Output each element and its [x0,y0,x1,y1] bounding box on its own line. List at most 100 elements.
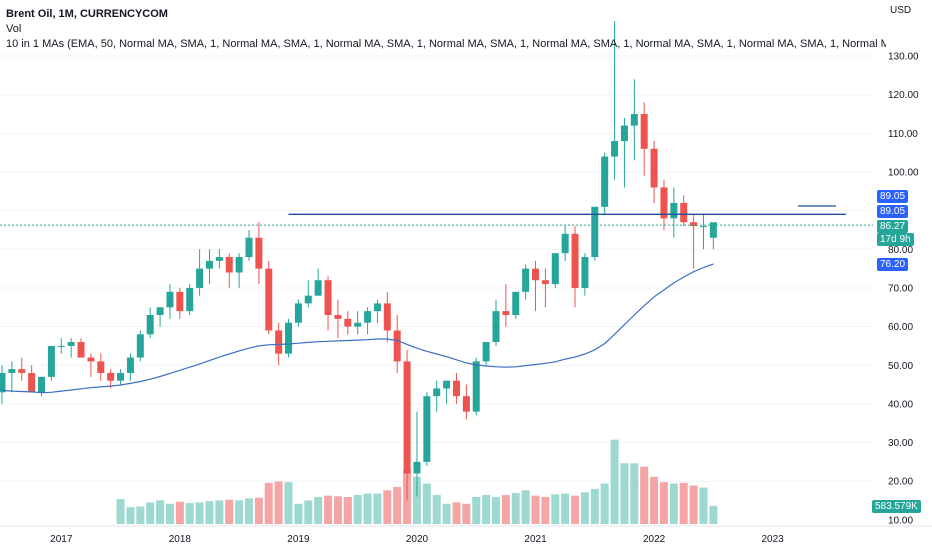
time-axis: 2017 2018 2019 2020 2021 2022 2023 [0,525,932,545]
price-tick-label: 50.00 [888,361,913,372]
volume-bar [452,502,461,524]
volume-bar [284,482,293,524]
candle-body [462,396,470,412]
volume-bar [264,482,273,524]
candle-body [97,361,105,373]
candle-body [186,287,194,312]
candle-body [403,361,411,474]
countdown-tag: 17d 9h [877,233,914,246]
volume-bar [709,505,718,524]
candle-body [551,253,559,285]
volume-bar [600,483,609,524]
candle-body [314,280,322,296]
candle-bodies [0,114,717,474]
candle-body [166,291,174,308]
candle-body [522,268,530,292]
volume-bar [165,503,174,524]
volume-bar [620,463,629,524]
candle-body [294,303,302,323]
candle-body [581,257,589,288]
candle-body [571,233,579,288]
candle-body [364,311,372,323]
time-tick-label: 2020 [406,534,429,545]
volume-bar [363,493,372,524]
upper-level-tag: 89.05 [877,190,909,203]
volume-bar [640,466,649,524]
candle-body [492,311,500,343]
candle-body [690,222,698,227]
candle-body [285,322,293,354]
volume-bar [383,490,392,524]
time-tick-label: 2018 [169,534,192,545]
candle-body [146,315,154,335]
price-tick-label: 130.00 [888,52,919,63]
price-tick-label: 60.00 [888,322,913,333]
candle-body [383,303,391,331]
volume-bar [333,496,342,524]
candle-body [0,372,6,393]
price-tick-label: 40.00 [888,399,913,410]
candle-body [433,388,441,397]
volume-bar [245,498,253,524]
volume-bar [353,494,362,524]
candle-body [205,260,213,269]
candle-body [512,291,520,316]
volume-bar [294,503,303,524]
price-tick-label: 70.00 [888,283,913,294]
candle-body [87,357,95,362]
price-tick-label: 120.00 [888,90,919,101]
candle-body [215,257,223,261]
volume-bar [215,500,224,524]
candle-body [413,461,421,474]
price-tick-label: 100.00 [888,168,919,179]
volume-bar [531,495,540,524]
volume-bar [590,488,599,524]
upper-level-tag-2: 89.05 [877,205,909,218]
candle-body [126,357,134,373]
price-axis: 130.00 120.00 110.00 100.00 80.00 70.00 60.00 5… [888,52,919,527]
currency-label: USD [890,5,912,16]
candle-body [452,380,460,397]
candle-body [324,280,332,316]
volume-bar [314,497,323,524]
candle-body [18,369,26,373]
candle-body [245,237,253,258]
candle-body [117,372,125,381]
time-tick-label: 2019 [287,534,310,545]
candle-body [265,268,273,331]
volume-bar [205,501,214,524]
volume-bar [462,503,471,524]
volume-bar [511,492,520,524]
candle-body [28,372,36,393]
candle-body [482,342,490,362]
volume-bar [442,503,451,524]
volume-bar [699,487,708,524]
candle-body [38,376,46,393]
candle-wicks [1,21,714,501]
candle-body [680,202,688,223]
volume-bar [324,495,333,524]
volume-bar [630,463,639,524]
volume-bar [304,500,313,524]
grid-lines [0,55,873,482]
volume-bar [156,500,165,524]
volume-bar [580,492,589,524]
candle-body [660,187,668,219]
candle-body [541,280,549,285]
volume-bar [561,493,570,524]
candle-body [532,268,540,281]
volume-bar [195,502,204,524]
ma-indicator-label: 10 in 1 MAs (EMA, 50, Normal MA, SMA, 1,… [6,38,886,50]
candle-body [611,141,619,157]
candle-body [601,156,609,207]
candle-body [423,396,431,462]
candle-body [8,369,16,373]
price-tick-label: 10.00 [888,515,913,526]
candle-body [591,206,599,258]
volume-bar [650,476,659,524]
candle-body [304,295,312,304]
price-tick-label: 80.00 [888,245,913,256]
last-price-tag: 86.27 [877,220,909,233]
volume-bar [185,503,194,524]
